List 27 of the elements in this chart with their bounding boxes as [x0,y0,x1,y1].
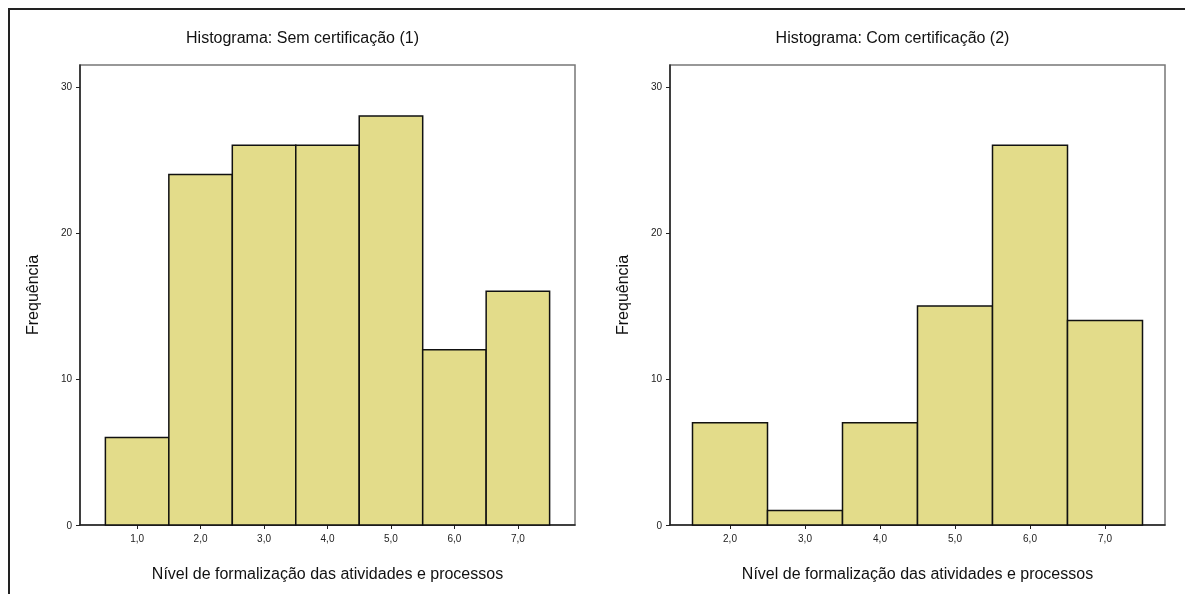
y-tick-label: 30 [650,81,663,93]
x-tick-label: 3,0 [798,532,813,544]
y-tick-label: 0 [66,519,73,531]
x-tick-label: 4,0 [320,532,335,544]
y-axis-title: Frequência [613,254,631,336]
y-tick-label: 0 [656,519,663,531]
x-tick-label: 2,0 [723,532,738,544]
x-tick-label: 5,0 [948,532,963,544]
x-tick-label: 2,0 [193,532,208,544]
y-tick-label: 10 [60,373,73,385]
x-tick-label: 1,0 [130,532,145,544]
y-tick-label: 20 [60,227,73,239]
x-tick-label: 6,0 [1023,532,1038,544]
y-tick-label: 30 [60,81,73,93]
x-tick-label: 7,0 [1098,532,1113,544]
y-axis-title: Frequência [23,254,41,336]
x-tick-label: 3,0 [257,532,272,544]
x-tick-label: 4,0 [873,532,888,544]
x-tick-label: 5,0 [384,532,399,544]
x-axis-title: Nível de formalização das atividades e processos [151,564,504,582]
y-tick-label: 10 [650,373,663,385]
x-axis-title: Nível de formalização das atividades e processos [741,564,1094,582]
x-tick-label: 7,0 [510,532,526,544]
chart-title: Histograma: Com certificação (2) [775,28,1010,46]
y-tick-label: 20 [650,227,663,239]
chart-title: Histograma: Sem certificação (1) [186,28,419,46]
x-tick-label: 6,0 [447,532,462,544]
